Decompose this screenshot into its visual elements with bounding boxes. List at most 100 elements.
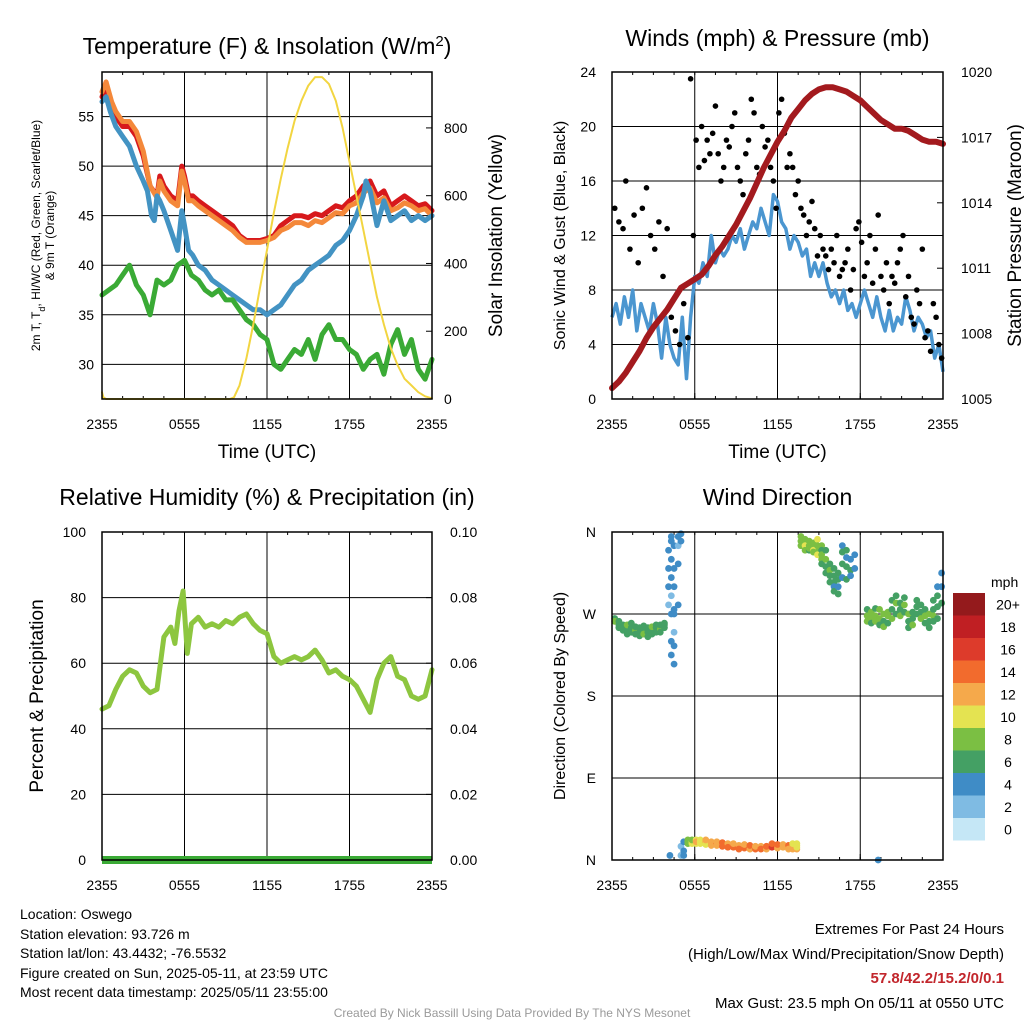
- dir-point: [888, 615, 896, 622]
- dir-point: [746, 842, 754, 849]
- dir-point: [763, 842, 770, 850]
- rh-ytick-right-label: 0.02: [450, 786, 477, 802]
- wind-gust-point: [806, 219, 813, 225]
- wind-gust-point: [693, 137, 699, 143]
- dir-point: [834, 590, 842, 598]
- wind-gust-point: [715, 150, 721, 157]
- wind-gust-point: [820, 246, 826, 252]
- wind-gust-point: [902, 294, 909, 300]
- dir-point: [876, 606, 883, 613]
- wind-gust-point: [611, 205, 618, 212]
- colorbar-swatch: [953, 615, 985, 638]
- rh-xtick-label: 1155: [252, 877, 282, 893]
- wind-gust-point: [787, 150, 793, 157]
- wind-gust-point: [776, 110, 782, 116]
- wind-gust-point: [627, 246, 633, 252]
- wind-gust-point: [869, 280, 876, 286]
- wind-gust-point: [809, 198, 815, 205]
- wind-gust-point: [822, 253, 829, 259]
- dir-ytick-label: E: [587, 770, 596, 786]
- colorbar-label: 2: [1004, 799, 1012, 815]
- colorbar-label: 10: [1000, 709, 1016, 725]
- dir-point: [938, 599, 946, 607]
- wind-gust-point: [765, 137, 771, 143]
- colorbar-label: 0: [1004, 821, 1012, 837]
- colorbar-label: 16: [1000, 641, 1016, 657]
- dir-point: [729, 840, 737, 847]
- wind-gust-point: [751, 110, 757, 116]
- wind-gust-point: [734, 164, 741, 171]
- created-text: Figure created on Sun, 2025-05-11, at 23…: [20, 964, 328, 981]
- wind-gust-point: [639, 205, 646, 212]
- temp-ylabel-left: 2m T, Td, HI/WC (Red, Green, Scarlet/Blu…: [29, 120, 47, 351]
- dir-point: [696, 836, 704, 844]
- dir-ylabel-left: Direction (Colored By Speed): [552, 592, 569, 800]
- dir-ytick-label: N: [586, 524, 596, 540]
- wind-gust-point: [712, 103, 719, 109]
- dir-point: [847, 572, 854, 580]
- wind-gust-point: [814, 253, 821, 259]
- wind-gust-point: [817, 232, 824, 239]
- dir-title: Wind Direction: [703, 484, 853, 510]
- rh-ytick-right-label: 0.06: [450, 655, 477, 671]
- dir-point: [718, 842, 726, 850]
- wind-title: Winds (mph) & Pressure (mb): [625, 25, 929, 51]
- extremes-subtitle: (High/Low/Max Wind/Precipitation/Snow De…: [688, 945, 1004, 963]
- wind-gust-point: [709, 130, 716, 137]
- temp-ytick-label: 45: [78, 208, 94, 224]
- wind-gust-point: [729, 123, 735, 130]
- temp-ytick-right-label: 600: [444, 188, 468, 204]
- wind-gust-point: [656, 219, 662, 225]
- colorbar-swatch: [953, 728, 985, 751]
- dir-point: [884, 619, 892, 627]
- wind-gust-point: [861, 273, 868, 280]
- wind-gust-point: [933, 314, 939, 321]
- wind-speed-line: [610, 192, 945, 381]
- dir-point: [680, 852, 688, 859]
- wind-gust-point: [811, 225, 818, 232]
- dir-point: [909, 615, 917, 622]
- wind-gust-point: [858, 239, 865, 246]
- dir-point: [913, 596, 921, 604]
- wind-gust-point: [789, 164, 796, 171]
- dir-xtick-label: 1155: [762, 877, 792, 893]
- wind-gust-point: [767, 164, 774, 171]
- extremes-panel: Extremes For Past 24 Hours (High/Low/Max…: [688, 918, 1004, 1016]
- dir-point: [661, 621, 668, 629]
- wind-gust-point: [798, 205, 804, 212]
- rh-xtick-label: 0555: [169, 877, 200, 893]
- temp-ytick-label: 40: [78, 257, 94, 273]
- dir-point: [670, 660, 678, 668]
- wind-gust-point: [685, 334, 691, 341]
- wind-ytick-right-label: 1011: [961, 260, 991, 276]
- wind-gust-point: [676, 341, 683, 348]
- wind-ytick-right-label: 1014: [961, 195, 992, 211]
- rh-ytick-label: 80: [70, 590, 86, 606]
- wind-gust-point: [704, 137, 710, 143]
- rh-ytick-label: 20: [70, 786, 86, 802]
- colorbar-swatch: [953, 750, 985, 773]
- wind-gust-point: [845, 246, 851, 252]
- dir-point: [752, 842, 759, 850]
- dir-point: [774, 841, 781, 848]
- colorbar-label: 4: [1004, 776, 1012, 792]
- dir-point: [822, 555, 830, 563]
- wind-gust-point: [803, 232, 810, 239]
- wind-gust-point: [660, 273, 666, 280]
- wind-gust-point: [908, 314, 915, 321]
- wind-ytick-right-label: 1017: [961, 129, 992, 145]
- wind-gust-point: [680, 300, 687, 307]
- rh-ylabel-left: Percent & Precipitation: [27, 599, 48, 792]
- wind-gust-point: [707, 150, 713, 157]
- wind-gust-point: [696, 164, 702, 171]
- colorbar-swatch: [953, 705, 985, 728]
- dir-point: [707, 842, 715, 849]
- wind-gust-point: [872, 246, 879, 252]
- temp-ytick-label: 50: [78, 158, 94, 174]
- wind-ytick-label: 20: [580, 119, 596, 135]
- dir-point: [929, 596, 937, 604]
- dir-point: [665, 546, 672, 554]
- wind-gust-point: [900, 232, 906, 239]
- dir-point: [779, 843, 787, 851]
- latlon-text: Station lat/lon: 43.4432; -76.5532: [20, 945, 227, 961]
